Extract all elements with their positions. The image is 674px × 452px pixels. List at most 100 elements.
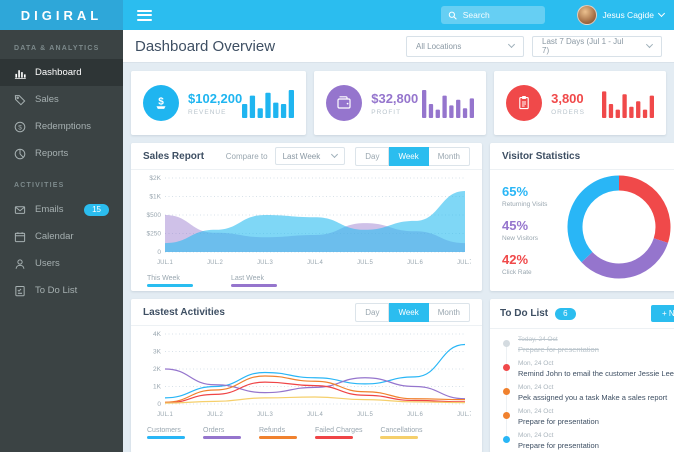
legend-swatch xyxy=(315,436,353,439)
tab-day[interactable]: Day xyxy=(355,302,390,322)
svg-text:JUL.6: JUL.6 xyxy=(407,412,423,418)
date-range-select[interactable]: Last 7 Days (Jul 1 - Jul 7) xyxy=(532,35,662,57)
todo-dot xyxy=(503,364,510,371)
dollar-circle-icon: $ xyxy=(14,121,26,132)
page-title: Dashboard Overview xyxy=(135,37,276,55)
date-range-value: Last 7 Days (Jul 1 - Jul 7) xyxy=(542,37,624,55)
svg-text:2K: 2K xyxy=(153,366,162,373)
todo-item[interactable]: Mon, 24 Oct Remind John to email the cus… xyxy=(490,357,674,381)
activities-line-chart: 0 1K 2K 3K 4K JUL.1 JUL.2 JUL.3 JUL.4 JUL.5 JUL.6 J… xyxy=(153,331,473,418)
menu-icon[interactable] xyxy=(137,7,152,23)
profit-mini-bar-chart xyxy=(422,90,475,118)
todo-text-wrap: Mon, 24 Oct Prepare for presentation xyxy=(518,408,674,426)
activities-chart-wrap: 0 1K 2K 3K 4K JUL.1 JUL.2 JUL.3 JUL.4 JUL.5 JUL.6 J… xyxy=(131,326,482,426)
orders-value: 3,800 xyxy=(551,90,584,106)
checklist-icon xyxy=(15,285,25,296)
compare-to-label: Compare to xyxy=(225,151,268,161)
tab-week[interactable]: Week xyxy=(389,146,429,166)
sidebar-item-users[interactable]: Users xyxy=(0,250,123,277)
svg-text:$1K: $1K xyxy=(149,194,161,201)
tag-icon xyxy=(14,94,26,105)
todo-text-wrap: Mon, 24 Oct Pek assigned you a task Make… xyxy=(518,384,674,402)
visitor-body: 65% Returning Visits 45% New Visitors 42… xyxy=(490,170,674,285)
revenue-label: REVENUE xyxy=(188,108,227,116)
sidebar-section-data-analytics: DATA & ANALYTICS xyxy=(14,45,100,52)
search-box[interactable] xyxy=(441,6,546,24)
metric-returning-visits: 65% Returning Visits xyxy=(502,184,566,208)
orders-label: ORDERS xyxy=(551,108,585,116)
sidebar-section-activities: ACTIVITIES xyxy=(14,182,65,189)
revenue-value: $102,200 xyxy=(188,90,243,106)
chevron-down-icon xyxy=(331,150,339,159)
todo-item[interactable]: Today, 24 Oct Prepare for presentation ✓ xyxy=(490,333,674,357)
todo-date: Mon, 24 Oct xyxy=(518,432,554,439)
location-filter-select[interactable]: All Locations xyxy=(406,35,524,57)
sidebar-item-reports[interactable]: Reports xyxy=(0,140,123,167)
svg-text:JUL.4: JUL.4 xyxy=(307,412,323,418)
legend-swatch xyxy=(231,284,277,287)
dashboard-content: $ $102,200 REVENUE $32,800 PROFIT xyxy=(123,63,674,452)
compare-to-select[interactable]: Last Week xyxy=(274,147,346,165)
metric-label: New Visitors xyxy=(502,234,539,242)
sidebar-item-label: Dashboard xyxy=(35,67,82,78)
user-menu[interactable]: Jesus Cagide xyxy=(577,5,666,25)
tab-week[interactable]: Week xyxy=(389,302,429,322)
compare-to-value: Last Week xyxy=(282,151,321,161)
metric-label: Returning Visits xyxy=(502,200,548,208)
bar-chart-icon xyxy=(14,69,26,79)
todo-date: Mon, 24 Oct xyxy=(518,384,554,391)
svg-text:JUL.3: JUL.3 xyxy=(257,412,273,418)
todo-text-wrap: Mon, 24 Oct Remind John to email the cus… xyxy=(518,360,674,378)
metric-click-rate: 42% Click Rate xyxy=(502,252,566,276)
svg-text:3K: 3K xyxy=(153,349,162,356)
legend-label: Last Week xyxy=(231,275,264,282)
wallet-icon xyxy=(326,85,363,121)
sidebar-item-todo-list[interactable]: To Do List xyxy=(0,277,123,304)
sidebar-item-dashboard[interactable]: Dashboard xyxy=(0,59,123,86)
todo-item[interactable]: Mon, 24 Oct Prepare for presentation ✓ xyxy=(490,429,674,452)
todo-date: Mon, 24 Oct xyxy=(518,360,554,367)
revenue-mini-bar-chart xyxy=(242,90,295,118)
todo-item[interactable]: Mon, 24 Oct Pek assigned you a task Make… xyxy=(490,381,674,405)
metric-value: 45% xyxy=(502,217,529,233)
svg-text:JUL.5: JUL.5 xyxy=(357,412,373,418)
tab-month[interactable]: Month xyxy=(428,146,470,166)
svg-text:JUL.4: JUL.4 xyxy=(307,260,323,266)
sidebar-item-emails[interactable]: Emails 15 xyxy=(0,196,123,223)
svg-text:JUL.5: JUL.5 xyxy=(357,260,373,266)
sidebar-item-redemptions[interactable]: $ Redemptions xyxy=(0,113,123,140)
sales-legend: This Week Last Week xyxy=(131,274,482,287)
legend-cancellations: Cancellations xyxy=(380,427,423,439)
avatar[interactable] xyxy=(577,5,598,25)
stat-card-profit[interactable]: $32,800 PROFIT xyxy=(314,71,487,135)
todo-count-badge: 6 xyxy=(555,307,576,320)
svg-text:JUL.2: JUL.2 xyxy=(207,260,223,266)
tab-day[interactable]: Day xyxy=(355,146,390,166)
sales-chart-wrap: 0 $250 $500 $1K $2K JUL.1 JUL.2 JUL.3 JUL.4 JUL.5… xyxy=(131,170,482,274)
compare-to: Compare to Last Week xyxy=(225,147,346,165)
search-input[interactable] xyxy=(462,10,539,20)
svg-text:$250: $250 xyxy=(147,231,162,238)
latest-activities-header: Lastest Activities Day Week Month xyxy=(131,299,482,326)
sales-report-title: Sales Report xyxy=(143,150,205,162)
legend-refunds: Refunds xyxy=(259,427,297,439)
new-todo-button[interactable]: + New xyxy=(651,305,674,322)
visitor-statistics-panel: Visitor Statistics 65% Returning Visits … xyxy=(490,143,674,291)
main-area: Dashboard Overview All Locations Last 7 … xyxy=(123,30,674,452)
activities-range-tabs: Day Week Month xyxy=(355,302,470,322)
metric-label: Click Rate xyxy=(502,268,532,276)
stat-card-revenue[interactable]: $ $102,200 REVENUE xyxy=(131,71,307,135)
stats-row: $ $102,200 REVENUE $32,800 PROFIT xyxy=(131,71,666,135)
middle-row: Sales Report Compare to Last Week Day We… xyxy=(131,143,674,291)
sidebar-item-calendar[interactable]: Calendar xyxy=(0,223,123,250)
svg-text:JUL.1: JUL.1 xyxy=(157,412,173,418)
legend-label: Orders xyxy=(203,427,225,434)
metric-value: 65% xyxy=(502,183,529,199)
tab-month[interactable]: Month xyxy=(428,302,470,322)
orders-mini-bar-chart xyxy=(602,91,654,118)
stat-card-orders[interactable]: 3,800 ORDERS xyxy=(494,71,666,135)
sidebar-item-sales[interactable]: Sales xyxy=(0,86,123,113)
legend-swatch xyxy=(203,436,241,439)
todo-item[interactable]: Mon, 24 Oct Prepare for presentation ✓ xyxy=(490,405,674,429)
svg-text:JUL.1: JUL.1 xyxy=(157,260,173,266)
